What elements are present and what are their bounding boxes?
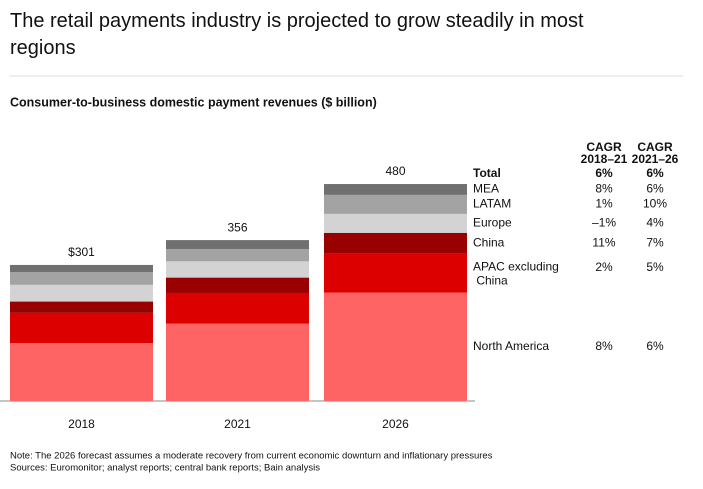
bar-segment xyxy=(10,312,153,344)
x-tick-label: 2026 xyxy=(382,417,409,431)
cagr-header: 2018–21 xyxy=(581,152,628,166)
total-label: 480 xyxy=(385,164,405,178)
bar-segment xyxy=(324,194,467,214)
legend-label: China xyxy=(473,235,505,249)
x-tick-label: 2018 xyxy=(68,417,95,431)
cagr-value: 2% xyxy=(595,260,613,274)
bar-segment xyxy=(10,284,153,302)
cagr-value: 4% xyxy=(646,216,664,230)
bar-segment xyxy=(166,292,309,324)
cagr-value: 8% xyxy=(595,182,613,196)
cagr-value: 5% xyxy=(646,260,664,274)
legend-label: Europe xyxy=(473,216,512,230)
total-label: $301 xyxy=(68,245,95,259)
cagr-header: 2021–26 xyxy=(632,152,679,166)
legend-label: LATAM xyxy=(473,197,511,211)
chart-title: regions xyxy=(10,37,76,59)
legend-label: North America xyxy=(473,339,549,353)
bar-segment xyxy=(324,184,467,195)
note: Note: The 2026 forecast assumes a modera… xyxy=(10,451,493,462)
total-row: Total xyxy=(473,166,501,180)
total-label: 356 xyxy=(227,220,247,234)
cagr-value: 6% xyxy=(646,339,664,353)
bar-segment xyxy=(166,323,309,401)
bar-segment xyxy=(10,264,153,273)
cagr-value: 10% xyxy=(643,197,667,211)
chart-title: The retail payments industry is projecte… xyxy=(10,10,584,32)
cagr-value: 7% xyxy=(646,235,664,249)
cagr-value: –1% xyxy=(592,216,616,230)
bar-segment xyxy=(324,213,467,233)
cagr-value: 11% xyxy=(592,235,615,249)
legend-label: MEA xyxy=(473,182,499,196)
bar-segment xyxy=(166,277,309,293)
bar-segment xyxy=(10,301,153,313)
cagr-header: CAGR xyxy=(586,140,622,154)
total-cagr: 6% xyxy=(595,166,613,180)
bar-segment xyxy=(166,261,309,278)
bar-segment xyxy=(324,232,467,254)
cagr-value: 8% xyxy=(595,339,613,353)
note: Sources: Euromonitor; analyst reports; c… xyxy=(10,463,320,474)
bar-segment xyxy=(324,253,467,293)
legend-label: APAC excluding China xyxy=(473,260,559,288)
x-tick-label: 2021 xyxy=(224,417,251,431)
bar-segment xyxy=(10,272,153,285)
cagr-header: CAGR xyxy=(637,140,673,154)
total-cagr: 6% xyxy=(646,166,664,180)
subtitle: Consumer-to-business domestic payment re… xyxy=(10,95,377,109)
bar-segment xyxy=(166,240,309,250)
cagr-value: 1% xyxy=(595,197,613,211)
bar-segment xyxy=(166,249,309,262)
bar-segment xyxy=(324,292,467,401)
cagr-value: 6% xyxy=(646,182,664,196)
bar-segment xyxy=(10,343,153,401)
